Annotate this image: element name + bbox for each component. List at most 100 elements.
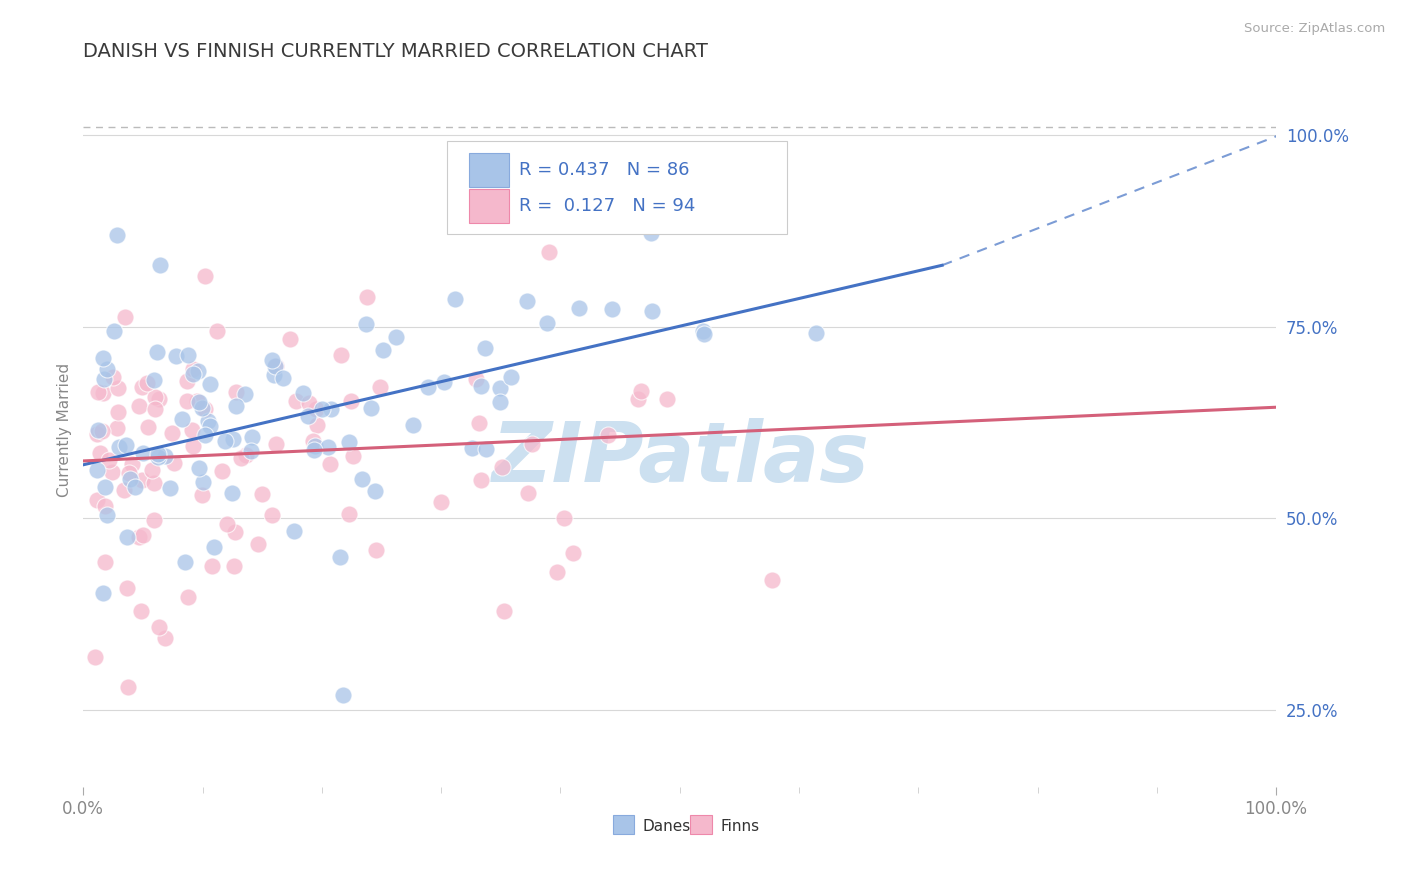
Point	[198, 376, 221, 391]
Point	[121, 457, 143, 471]
Point	[516, 294, 538, 309]
Point	[194, 401, 217, 416]
Point	[264, 437, 287, 451]
Point	[146, 344, 169, 359]
Point	[307, 418, 329, 433]
Point	[115, 438, 138, 452]
Point	[96, 361, 118, 376]
Point	[600, 302, 623, 317]
FancyBboxPatch shape	[468, 153, 509, 187]
Point	[181, 362, 204, 376]
Point	[233, 387, 256, 401]
Point	[191, 488, 214, 502]
Point	[224, 524, 246, 539]
Point	[222, 432, 245, 446]
Point	[692, 325, 714, 339]
Point	[128, 530, 150, 544]
Point	[340, 394, 363, 409]
Point	[546, 565, 568, 579]
Point	[87, 423, 110, 437]
Point	[264, 359, 287, 373]
Point	[368, 380, 391, 394]
Point	[657, 392, 679, 407]
Point	[364, 483, 387, 498]
Point	[214, 434, 236, 449]
Point	[250, 486, 273, 500]
Point	[641, 303, 664, 318]
Point	[292, 386, 315, 401]
Point	[627, 392, 650, 406]
Point	[96, 508, 118, 523]
Point	[89, 446, 111, 460]
Point	[304, 439, 326, 453]
Point	[305, 402, 328, 417]
Point	[142, 373, 165, 387]
Point	[141, 463, 163, 477]
Point	[337, 434, 360, 449]
Point	[128, 399, 150, 413]
Point	[517, 486, 540, 500]
Point	[112, 483, 135, 497]
Point	[283, 524, 305, 539]
Point	[201, 558, 224, 573]
Text: Finns: Finns	[720, 819, 759, 834]
Point	[136, 420, 159, 434]
Point	[356, 290, 378, 304]
Point	[229, 450, 252, 465]
Point	[93, 479, 115, 493]
Text: R = 0.437   N = 86: R = 0.437 N = 86	[519, 161, 689, 179]
Point	[87, 385, 110, 400]
Point	[131, 380, 153, 394]
Point	[114, 310, 136, 324]
Point	[84, 649, 107, 664]
Point	[91, 586, 114, 600]
Point	[271, 371, 294, 385]
Point	[443, 292, 465, 306]
Point	[101, 370, 124, 384]
Point	[285, 393, 308, 408]
Point	[186, 393, 208, 408]
Text: Danes: Danes	[643, 819, 690, 834]
Point	[221, 486, 243, 500]
Text: ZIPatlas: ZIPatlas	[491, 418, 869, 500]
Point	[311, 402, 333, 417]
Point	[329, 550, 352, 565]
Point	[101, 465, 124, 479]
Text: DANISH VS FINNISH CURRENTLY MARRIED CORRELATION CHART: DANISH VS FINNISH CURRENTLY MARRIED CORR…	[83, 42, 709, 61]
Point	[475, 442, 498, 456]
Point	[91, 386, 114, 401]
Point	[91, 425, 114, 439]
Point	[319, 457, 342, 471]
Text: R =  0.127   N = 94: R = 0.127 N = 94	[519, 196, 695, 215]
Point	[176, 393, 198, 408]
Point	[416, 380, 439, 394]
Point	[640, 226, 662, 240]
Point	[91, 351, 114, 366]
Point	[225, 399, 247, 413]
Point	[131, 473, 153, 487]
Point	[561, 546, 583, 560]
Point	[598, 428, 620, 442]
Point	[384, 330, 406, 344]
Point	[354, 317, 377, 331]
Point	[460, 441, 482, 455]
Point	[235, 448, 257, 462]
Point	[494, 604, 516, 618]
Point	[86, 427, 108, 442]
Point	[98, 452, 121, 467]
Point	[162, 456, 184, 470]
Point	[761, 573, 783, 587]
Point	[474, 341, 496, 355]
Point	[194, 428, 217, 442]
Point	[188, 394, 211, 409]
FancyBboxPatch shape	[447, 141, 787, 234]
Point	[153, 449, 176, 463]
Point	[170, 412, 193, 426]
Point	[489, 394, 512, 409]
Point	[360, 401, 382, 416]
Point	[330, 348, 353, 362]
Point	[143, 402, 166, 417]
Point	[536, 316, 558, 330]
Point	[240, 429, 263, 443]
Point	[188, 461, 211, 475]
